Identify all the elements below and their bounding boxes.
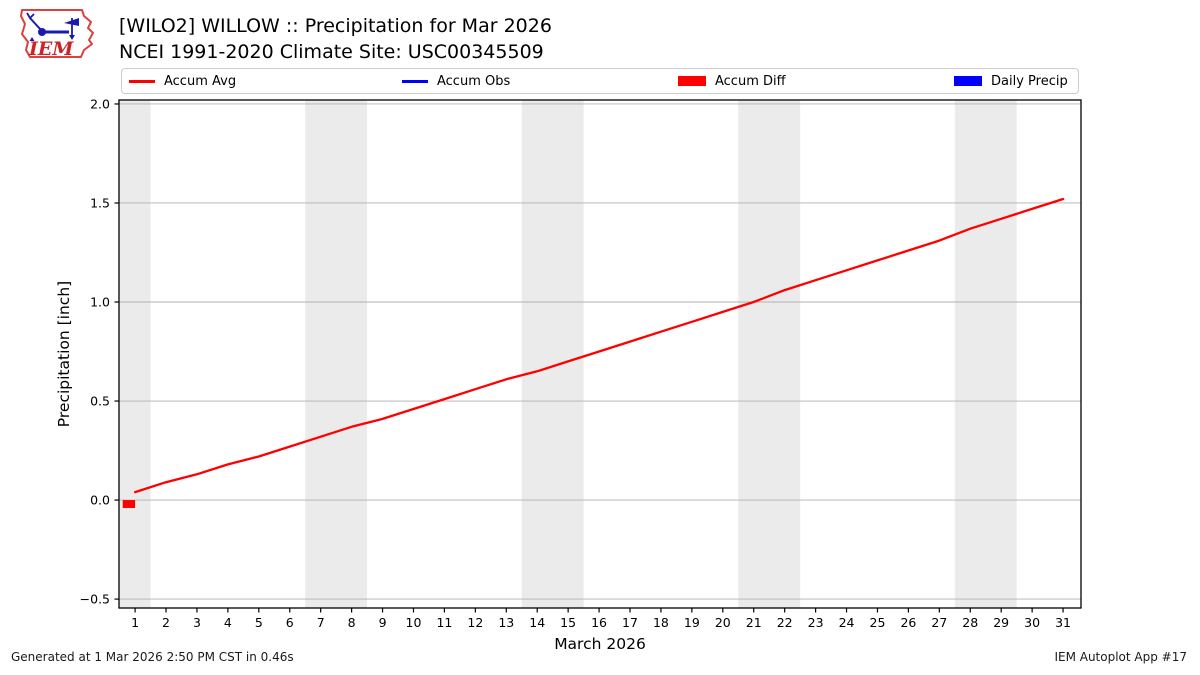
weekend-band [738, 100, 801, 608]
legend-swatch-accum-diff [678, 76, 706, 86]
logo-iem-text: IEM [28, 38, 74, 60]
x-tick-label: 16 [591, 615, 607, 630]
legend-label: Daily Precip [991, 73, 1068, 89]
iem-logo: IEM [20, 9, 94, 60]
x-tick-label: 15 [560, 615, 576, 630]
app-credit-text: IEM Autoplot App #17 [1054, 650, 1187, 664]
legend-item-accum-diff: Accum Diff [678, 69, 786, 93]
legend-item-accum-obs: Accum Obs [402, 69, 510, 93]
y-axis-label: Precipitation [inch] [55, 280, 73, 428]
x-tick-label: 2 [162, 615, 170, 630]
chart-title: [WILO2] WILLOW :: Precipitation for Mar … [119, 15, 552, 37]
legend-item-accum-avg: Accum Avg [129, 69, 236, 93]
y-tick-label: 1.5 [90, 195, 110, 210]
x-tick-label: 4 [224, 615, 232, 630]
x-tick-label: 31 [1055, 615, 1071, 630]
x-tick-label: 19 [684, 615, 700, 630]
weekend-band [119, 100, 151, 608]
y-tick-label: 0.0 [90, 493, 110, 508]
x-tick-label: 10 [406, 615, 422, 630]
x-tick-label: 6 [286, 615, 294, 630]
x-tick-label: 20 [715, 615, 731, 630]
x-tick-label: 27 [931, 615, 947, 630]
legend: Accum Avg Accum Obs Accum Diff Daily Precip [121, 68, 1079, 94]
x-tick-label: 22 [777, 615, 793, 630]
x-tick-label: 25 [870, 615, 886, 630]
y-tick-label: 2.0 [90, 96, 110, 111]
weather-vane-icon [26, 12, 79, 41]
chart-title-block: [WILO2] WILLOW :: Precipitation for Mar … [119, 13, 552, 65]
x-tick-label: 24 [839, 615, 855, 630]
iowa-outline-icon [20, 9, 94, 58]
accum-avg-line [133, 197, 1065, 494]
x-tick-label: 18 [653, 615, 669, 630]
generated-at-text: Generated at 1 Mar 2026 2:50 PM CST in 0… [11, 650, 294, 664]
x-tick-label: 29 [993, 615, 1009, 630]
x-tick-label: 26 [900, 615, 916, 630]
x-tick-label: 1 [131, 615, 139, 630]
legend-label: Accum Obs [437, 73, 511, 89]
y-tick-label: 1.0 [90, 295, 110, 310]
chart-subtitle: NCEI 1991-2020 Climate Site: USC00345509 [119, 41, 544, 63]
x-tick-label: 13 [498, 615, 514, 630]
legend-swatch-daily-precip [954, 76, 982, 86]
legend-label: Accum Diff [715, 73, 786, 89]
x-tick-label: 28 [962, 615, 978, 630]
legend-swatch-accum-obs [402, 79, 428, 83]
x-axis-label: March 2026 [554, 635, 646, 653]
x-tick-label: 7 [317, 615, 325, 630]
legend-item-daily-precip: Daily Precip [954, 69, 1068, 93]
x-tick-label: 14 [529, 615, 545, 630]
weekend-band [521, 100, 584, 608]
x-tick-label: 17 [622, 615, 638, 630]
weekend-band [305, 100, 368, 608]
x-tick-label: 23 [808, 615, 824, 630]
x-tick-label: 30 [1024, 615, 1040, 630]
y-tick-label: 0.5 [90, 394, 110, 409]
x-tick-label: 3 [193, 615, 201, 630]
x-tick-label: 21 [746, 615, 762, 630]
plot-border [118, 99, 1082, 609]
accum-diff-bar [122, 500, 136, 508]
legend-label: Accum Avg [164, 73, 237, 89]
x-tick-label: 9 [379, 615, 387, 630]
y-tick-label: −0.5 [80, 592, 110, 607]
legend-swatch-accum-avg [129, 79, 155, 83]
x-tick-label: 11 [436, 615, 452, 630]
weekend-band [954, 100, 1017, 608]
x-tick-label: 12 [467, 615, 483, 630]
x-tick-label: 8 [348, 615, 356, 630]
x-tick-label: 5 [255, 615, 263, 630]
